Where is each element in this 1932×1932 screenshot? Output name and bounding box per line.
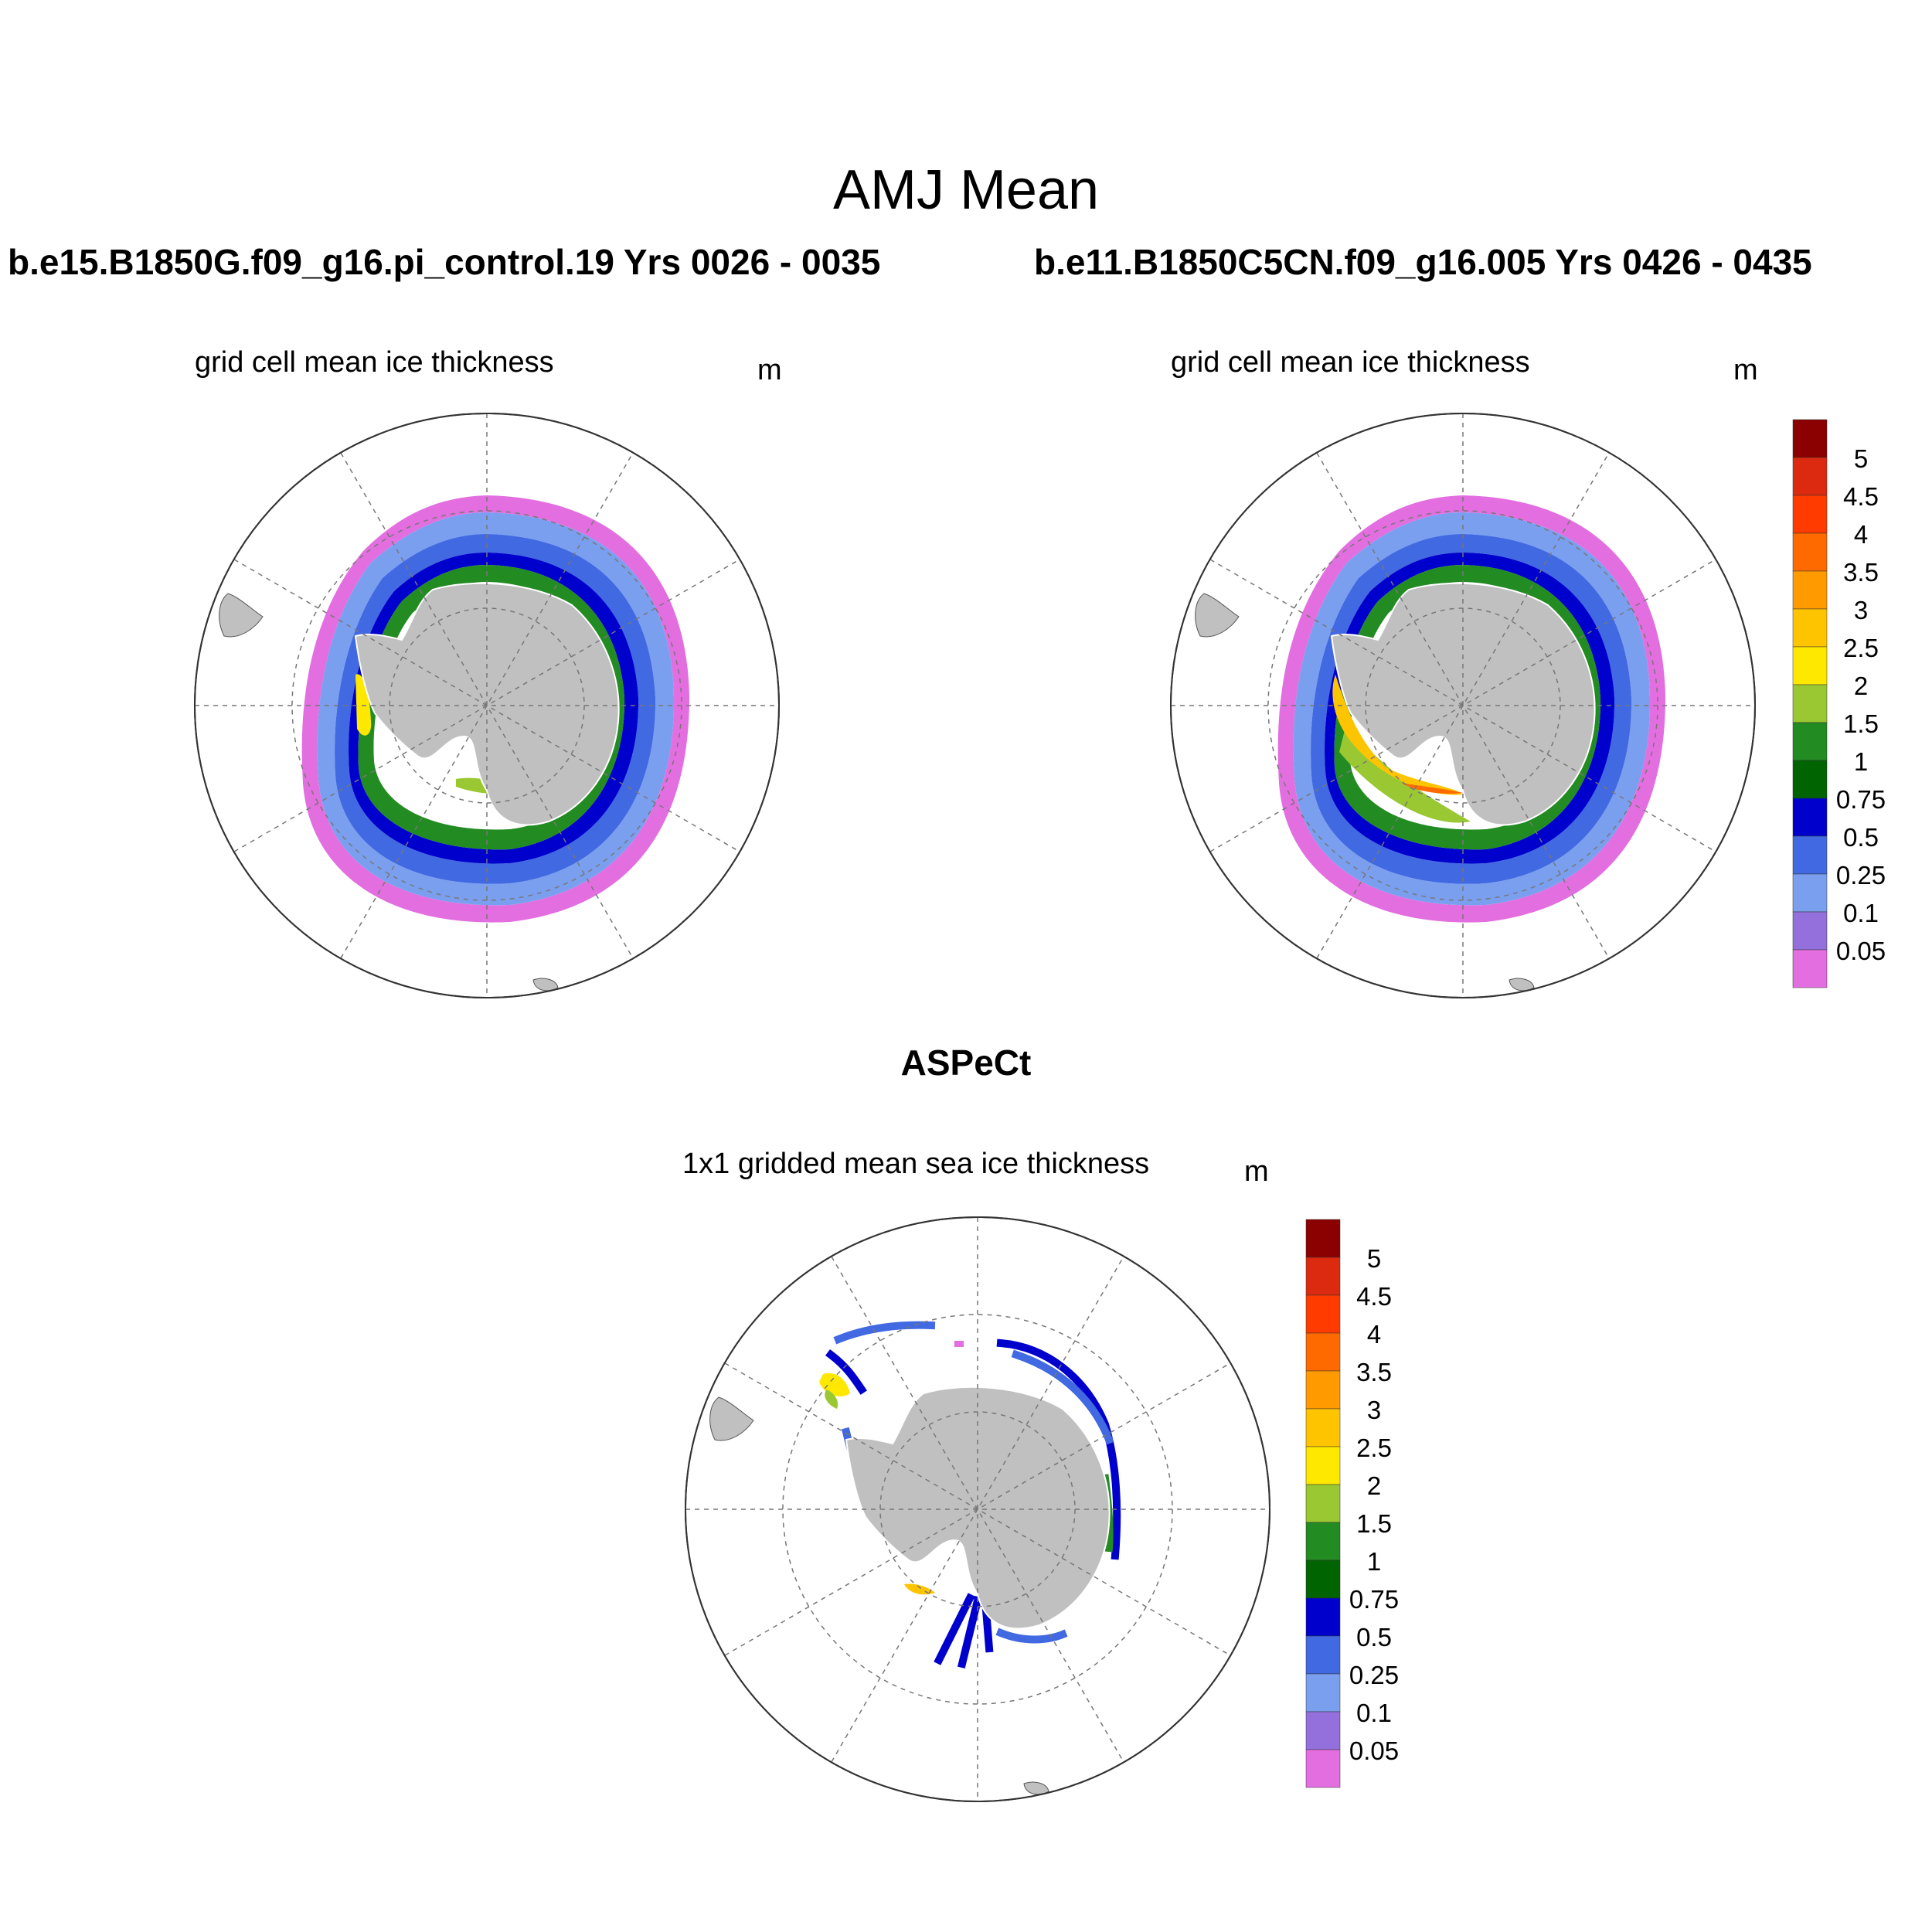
colorbar-top-tick-label: 1.5 bbox=[1843, 709, 1879, 738]
colorbar-top-tick-label: 5 bbox=[1854, 444, 1868, 473]
colorbar-bottom: 5 4.5 4 3.5 3 2.5 2 1.5 1 0.75 0.5 0.25 0.1 0.05 bbox=[1305, 1219, 1399, 1788]
colorbar-top-swatch-11 bbox=[1792, 835, 1828, 875]
panel-3-variable-label: 1x1 gridded mean sea ice thickness bbox=[682, 1148, 1150, 1180]
colorbar-bottom-tick-label: 2.5 bbox=[1356, 1434, 1392, 1462]
figure-title: AMJ Mean bbox=[832, 159, 1100, 221]
colorbar-top-tick-label: 4 bbox=[1854, 520, 1868, 549]
colorbar-top-tick-label: 0.1 bbox=[1843, 899, 1879, 927]
colorbar-bottom-swatch-10 bbox=[1305, 1597, 1341, 1637]
colorbar-bottom-tick-label: 3 bbox=[1367, 1396, 1381, 1424]
colorbar-bottom-swatch-1 bbox=[1305, 1257, 1341, 1296]
colorbar-top-tick-label: 0.5 bbox=[1843, 823, 1879, 852]
colorbar-bottom-swatch-9 bbox=[1305, 1560, 1341, 1599]
colorbar-top-tick-label: 3.5 bbox=[1843, 558, 1879, 587]
colorbar-top-swatch-0 bbox=[1792, 419, 1828, 458]
colorbar-top-swatch-7 bbox=[1792, 684, 1828, 723]
colorbar-top-swatch-13 bbox=[1792, 911, 1828, 951]
colorbar-bottom-swatch-8 bbox=[1305, 1522, 1341, 1561]
colorbar-bottom-swatch-12 bbox=[1305, 1673, 1341, 1713]
colorbar-bottom-swatch-5 bbox=[1305, 1408, 1341, 1447]
colorbar-bottom-tick-label: 4 bbox=[1367, 1320, 1381, 1349]
colorbar-top-tick-label: 2.5 bbox=[1843, 634, 1879, 662]
colorbar-top-swatch-5 bbox=[1792, 608, 1828, 648]
panel-3-obs-title: ASPeCt bbox=[900, 1043, 1032, 1083]
colorbar-top-tick-label: 0.75 bbox=[1836, 785, 1886, 814]
colorbar-bottom-tick-label: 4.5 bbox=[1356, 1282, 1392, 1311]
colorbar-top-swatch-10 bbox=[1792, 798, 1828, 837]
colorbar-top-swatch-12 bbox=[1792, 873, 1828, 913]
panel-2-case-title: b.e11.B1850C5CN.f09_g16.005 Yrs 0426 - 0… bbox=[1034, 242, 1812, 282]
colorbar-top: 5 4.5 4 3.5 3 2.5 2 1.5 1 0.75 0.5 0.25 0.1 0.05 bbox=[1792, 419, 1886, 988]
colorbar-top-tick-label: 1 bbox=[1854, 747, 1868, 776]
colorbar-bottom-tick-label: 2 bbox=[1367, 1471, 1381, 1500]
colorbar-top-swatch-3 bbox=[1792, 532, 1828, 572]
colorbar-bottom-tick-label: 0.25 bbox=[1349, 1661, 1399, 1689]
colorbar-top-swatch-9 bbox=[1792, 760, 1828, 799]
colorbar-bottom-tick-label: 1 bbox=[1367, 1547, 1381, 1576]
panel-1-case-title: b.e15.B1850G.f09_g16.pi_control.19 Yrs 0… bbox=[8, 242, 881, 282]
colorbar-bottom-tick-label: 0.75 bbox=[1349, 1585, 1399, 1614]
panel-1-variable-label: grid cell mean ice thickness bbox=[195, 346, 554, 379]
panel-3-units-label: m bbox=[1244, 1155, 1269, 1188]
colorbar-bottom-tick-label: 0.5 bbox=[1356, 1623, 1392, 1651]
colorbar-bottom-swatch-3 bbox=[1305, 1332, 1341, 1372]
map-panel-3 bbox=[685, 1216, 1270, 1802]
colorbar-bottom-tick-label: 1.5 bbox=[1356, 1509, 1392, 1538]
colorbar-top-tick-label: 0.25 bbox=[1836, 861, 1886, 889]
colorbar-bottom-swatch-4 bbox=[1305, 1370, 1341, 1410]
colorbar-bottom-swatch-6 bbox=[1305, 1446, 1341, 1485]
colorbar-bottom-swatch-7 bbox=[1305, 1484, 1341, 1523]
colorbar-top-tick-label: 3 bbox=[1854, 596, 1868, 624]
colorbar-bottom-tick-label: 0.1 bbox=[1356, 1699, 1392, 1727]
colorbar-top-swatch-8 bbox=[1792, 722, 1828, 761]
map-panel-1 bbox=[194, 413, 780, 998]
panel-1-units-label: m bbox=[757, 354, 782, 386]
colorbar-top-swatch-1 bbox=[1792, 457, 1828, 496]
colorbar-top-tick-label: 2 bbox=[1854, 672, 1868, 700]
colorbar-bottom-swatch-14 bbox=[1305, 1749, 1341, 1788]
colorbar-top-swatch-4 bbox=[1792, 570, 1828, 610]
colorbar-top-tick-label: 0.05 bbox=[1836, 937, 1886, 965]
colorbar-bottom-swatch-0 bbox=[1305, 1219, 1341, 1258]
panel-2-units-label: m bbox=[1733, 354, 1758, 386]
colorbar-top-tick-label: 4.5 bbox=[1843, 482, 1879, 511]
colorbar-bottom-swatch-11 bbox=[1305, 1635, 1341, 1675]
colorbar-bottom-swatch-2 bbox=[1305, 1294, 1341, 1334]
colorbar-bottom-tick-label: 5 bbox=[1367, 1244, 1381, 1273]
map-panel-2 bbox=[1170, 413, 1756, 998]
colorbar-top-swatch-6 bbox=[1792, 646, 1828, 685]
colorbar-top-swatch-14 bbox=[1792, 949, 1828, 988]
colorbar-top-swatch-2 bbox=[1792, 495, 1828, 534]
colorbar-bottom-tick-label: 0.05 bbox=[1349, 1736, 1399, 1765]
colorbar-bottom-swatch-13 bbox=[1305, 1711, 1341, 1750]
panel-2-variable-label: grid cell mean ice thickness bbox=[1171, 346, 1530, 379]
colorbar-bottom-tick-label: 3.5 bbox=[1356, 1358, 1392, 1386]
